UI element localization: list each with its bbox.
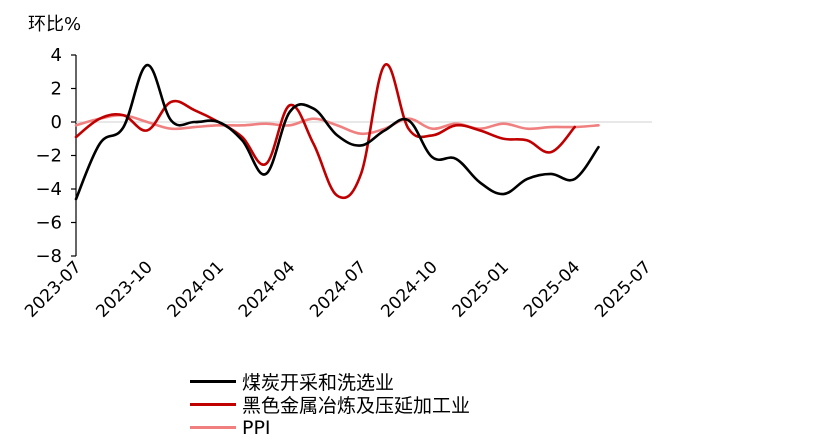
y-tick-label: 2 <box>51 79 62 100</box>
series-line-0 <box>74 63 600 201</box>
legend-item-coal: 煤炭开采和洗选业 <box>190 370 470 394</box>
x-tick-label: 2024-07 <box>306 257 370 321</box>
x-tick-label: 2023-10 <box>92 257 156 321</box>
series-layer <box>74 63 600 201</box>
x-axis: 2023-07 2023-10 2024-01 2024-04 2024-07 2024-… <box>21 121 656 322</box>
legend-label: 煤炭开采和洗选业 <box>242 372 395 394</box>
y-axis: 4 2 0 −2 −4 −6 −8 <box>35 45 77 267</box>
y-tick-label: −6 <box>35 213 62 234</box>
x-tick-label: 2025-04 <box>520 257 584 321</box>
y-tick-label: −4 <box>35 179 62 200</box>
legend: 煤炭开采和洗选业 黑色金属冶炼及压延加工业 PPI <box>190 370 470 439</box>
x-tick-label: 2025-01 <box>449 257 513 321</box>
x-tick-label: 2024-04 <box>235 257 299 321</box>
legend-swatch <box>190 403 236 406</box>
y-tick-label: −2 <box>35 146 62 167</box>
y-tick-label: 0 <box>51 112 62 133</box>
x-tick-label: 2023-07 <box>21 257 85 321</box>
legend-item-steel: 黑色金属冶炼及压延加工业 <box>190 393 471 417</box>
legend-label: 黑色金属冶炼及压延加工业 <box>242 395 471 417</box>
x-tick-label: 2024-01 <box>164 257 228 321</box>
legend-item-ppi: PPI <box>190 416 470 439</box>
legend-swatch <box>190 380 236 383</box>
x-tick-label: 2025-07 <box>591 257 655 321</box>
x-tick-label: 2024-10 <box>377 257 441 321</box>
series-line-1 <box>74 63 577 200</box>
y-tick-label: −8 <box>35 246 62 267</box>
series-line-2 <box>74 113 600 136</box>
legend-swatch <box>190 426 236 429</box>
y-tick-label: 4 <box>51 45 62 66</box>
y-axis-title: 环比% <box>28 14 81 35</box>
legend-label: PPI <box>242 416 271 439</box>
